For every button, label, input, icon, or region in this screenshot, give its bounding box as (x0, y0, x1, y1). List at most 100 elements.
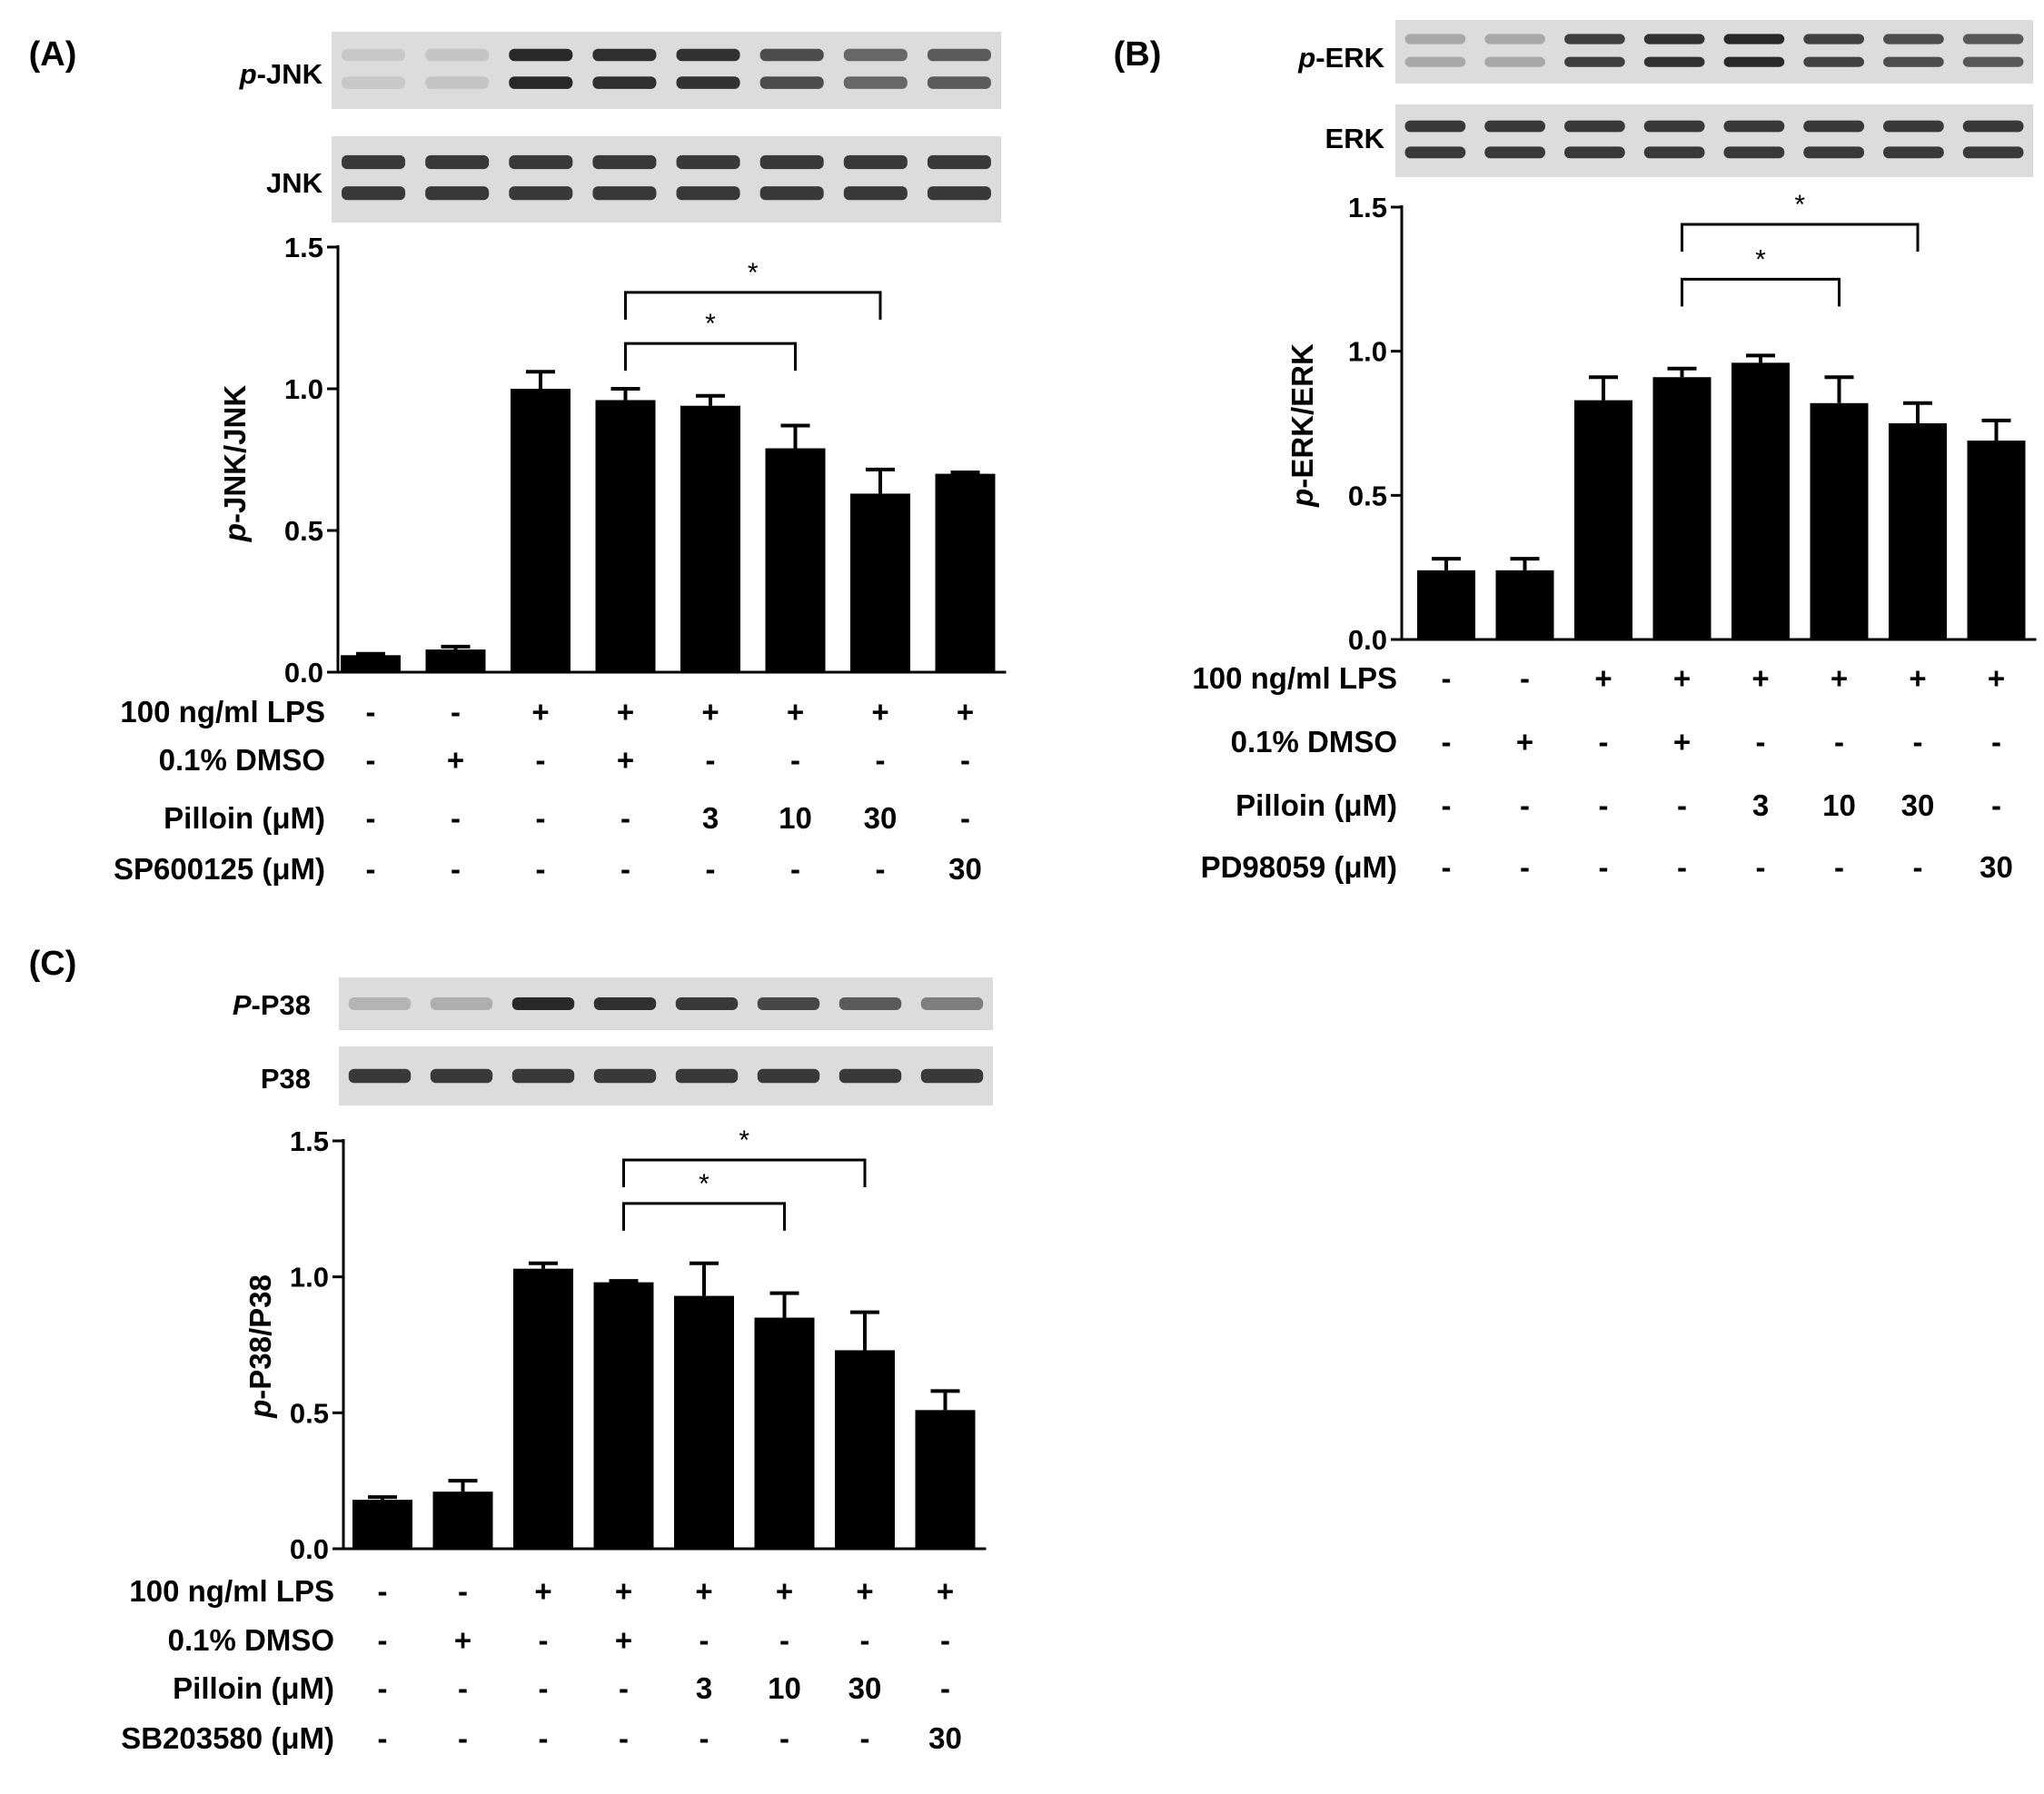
y-tick-label: 1.0 (290, 1262, 329, 1293)
condition-value: + (454, 1623, 471, 1657)
condition-value: - (790, 852, 800, 886)
blot-band (593, 1068, 657, 1084)
y-tick-label: 0.0 (284, 657, 323, 689)
y-tick-label: 1.0 (1348, 336, 1387, 368)
condition-value: - (790, 743, 800, 777)
blot-label: p-JNK (239, 58, 323, 90)
blot-band (1564, 146, 1625, 159)
blot-band (511, 997, 575, 1010)
bar-1 (425, 649, 486, 672)
blot-band (759, 76, 824, 89)
condition-value: - (366, 695, 376, 729)
condition-value: + (1909, 661, 1926, 695)
condition-label: 100 ng/ml LPS (120, 695, 325, 729)
y-tick-label: 1.5 (284, 232, 323, 263)
condition-value: - (1442, 725, 1452, 758)
blot-band (675, 997, 739, 1010)
condition-value: 30 (1901, 788, 1935, 822)
bar-7 (1967, 441, 2026, 639)
condition-value: - (1677, 788, 1687, 822)
blot-strip (1395, 20, 2033, 84)
condition-value: - (451, 852, 461, 886)
condition-value: 10 (779, 801, 812, 835)
condition-value: 30 (1980, 850, 2013, 884)
blot-band (1404, 120, 1466, 133)
condition-value: - (536, 801, 546, 835)
blot-label-prefix: p (1297, 42, 1315, 74)
y-axis-label-prefix: p (1285, 489, 1319, 508)
blot-band (1803, 34, 1864, 45)
condition-value: + (1751, 661, 1769, 695)
blot-band (675, 1068, 739, 1084)
condition-value: + (776, 1574, 793, 1608)
condition-value: - (1991, 725, 2001, 758)
condition-value: - (458, 1574, 468, 1608)
blot-band (1883, 34, 1944, 45)
blot-band (592, 76, 657, 89)
condition-value: - (706, 852, 716, 886)
blot-band (1643, 56, 1705, 67)
blot-band (759, 48, 824, 62)
condition-value: - (366, 852, 376, 886)
blot-label-rest: -JNK (257, 58, 323, 90)
blot-label-prefix: P (233, 989, 252, 1021)
blot-strip (332, 136, 1001, 223)
significance-star: * (748, 258, 759, 288)
condition-value: - (620, 852, 630, 886)
condition-value: - (1442, 788, 1452, 822)
bar-7 (935, 473, 996, 672)
condition-value: 3 (1752, 788, 1769, 822)
blot-band (1404, 34, 1466, 45)
condition-value: - (378, 1623, 388, 1657)
blot-band (927, 48, 991, 62)
condition-value: + (787, 695, 804, 729)
condition-value: + (617, 695, 634, 729)
condition-value: - (1599, 788, 1609, 822)
bar-2 (513, 1268, 573, 1549)
y-axis-label: p-ERK/ERK (1285, 343, 1319, 508)
condition-value: 30 (928, 1721, 962, 1755)
panel-label: (C) (29, 945, 77, 983)
condition-value: - (378, 1574, 388, 1608)
condition-value: - (1520, 661, 1530, 695)
panel-label: (B) (1114, 35, 1162, 74)
condition-value: - (1520, 788, 1530, 822)
condition-value: 30 (948, 852, 982, 886)
blot-band (1643, 146, 1705, 159)
condition-value: - (960, 743, 970, 777)
blot-band (1723, 34, 1785, 45)
condition-value: 30 (848, 1671, 882, 1705)
condition-value: + (1594, 661, 1612, 695)
blot-band (342, 186, 406, 201)
blot-band (342, 76, 406, 89)
condition-value: - (539, 1671, 549, 1705)
condition-value: - (1677, 850, 1687, 884)
blot-label: JNK (266, 167, 323, 199)
condition-value: 10 (768, 1671, 801, 1705)
significance-bracket (1681, 277, 1841, 307)
condition-value: - (539, 1623, 549, 1657)
significance-bracket (1681, 223, 1920, 253)
condition-value: - (1599, 850, 1609, 884)
y-tick-label: 1.5 (290, 1125, 329, 1157)
condition-value: + (1673, 725, 1691, 758)
condition-value: - (1756, 850, 1766, 884)
blot-band (1803, 56, 1864, 67)
condition-value: - (860, 1623, 870, 1657)
blot-strip (1395, 104, 2033, 177)
significance-bracket (624, 342, 797, 372)
condition-label: 0.1% DMSO (168, 1623, 334, 1657)
condition-value: - (1442, 661, 1452, 695)
bar-3 (595, 400, 656, 672)
blot-band (676, 186, 740, 201)
significance-bracket (622, 1158, 867, 1187)
blot-band (1962, 34, 2024, 45)
blot-label: P-P38 (233, 989, 311, 1021)
condition-value: - (620, 801, 630, 835)
bar-7 (915, 1410, 976, 1549)
bar-1 (1495, 570, 1554, 639)
bar-1 (432, 1492, 493, 1549)
condition-label: SP600125 (μM) (114, 852, 325, 886)
bar-5 (754, 1317, 815, 1549)
